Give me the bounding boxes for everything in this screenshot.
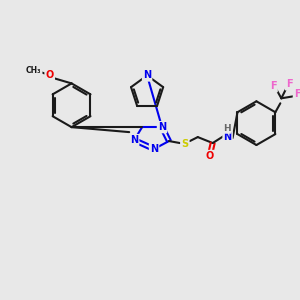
Text: N: N (130, 135, 138, 145)
Text: N: N (143, 70, 151, 80)
Text: F: F (286, 80, 292, 89)
Text: H: H (223, 124, 230, 133)
Text: F: F (294, 89, 300, 99)
Text: F: F (270, 81, 277, 92)
Text: N: N (158, 122, 166, 132)
Text: S: S (181, 139, 188, 149)
Text: O: O (46, 70, 54, 80)
Text: N: N (224, 132, 232, 142)
Text: CH₃: CH₃ (26, 66, 41, 75)
Text: O: O (206, 151, 214, 161)
Text: N: N (150, 144, 158, 154)
